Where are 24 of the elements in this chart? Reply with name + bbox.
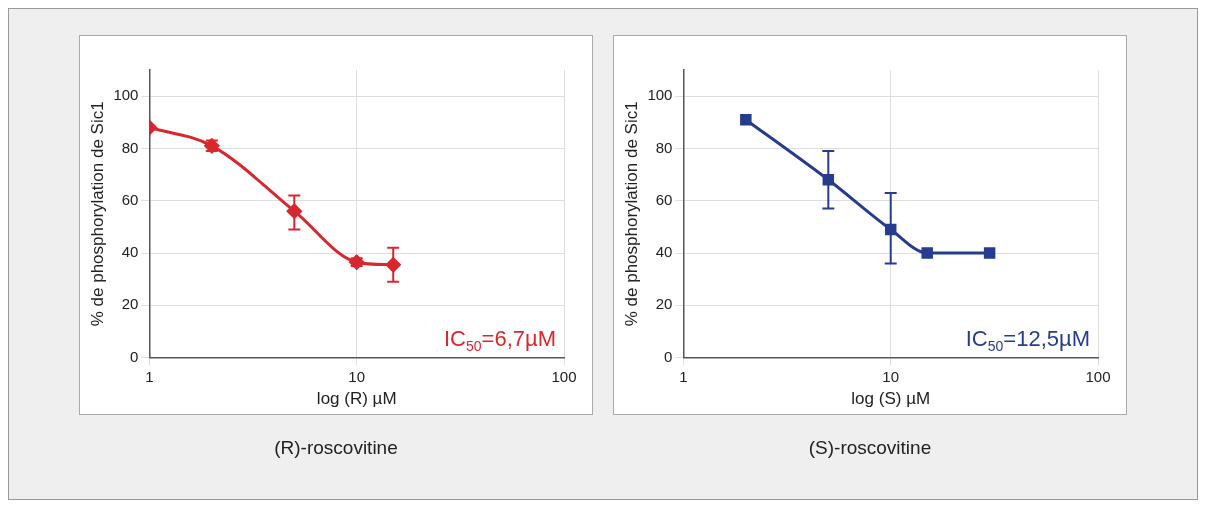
- y-tick-label: 60: [121, 190, 139, 208]
- x-tick-label: 1: [145, 367, 154, 385]
- text: (R)-roscovitine: [274, 437, 398, 459]
- x-axis-title: log (S) µM: [851, 389, 931, 409]
- y-tick-label: 100: [647, 86, 673, 104]
- x-tick-label: 100: [1085, 367, 1111, 385]
- y-tick-label: 20: [655, 295, 673, 313]
- y-tick-label: 0: [130, 347, 139, 365]
- y-tick-label: 0: [664, 347, 673, 365]
- y-tick-label: 40: [121, 243, 139, 261]
- x-tick-label: 10: [348, 367, 366, 385]
- text: (S)-roscovitine: [808, 437, 932, 459]
- y-tick-label: 60: [655, 190, 673, 208]
- y-tick-label: 40: [655, 243, 673, 261]
- y-tick-label: 100: [113, 86, 139, 104]
- y-tick-label: 20: [121, 295, 139, 313]
- x-axis-title: log (R) µM: [316, 389, 397, 409]
- x-tick-label: 100: [551, 367, 577, 385]
- y-axis-title: % de phosphorylation de Sic1: [621, 101, 641, 327]
- y-tick-label: 80: [121, 138, 139, 156]
- x-tick-label: 1: [679, 367, 688, 385]
- x-tick-label: 10: [882, 367, 900, 385]
- y-tick-label: 80: [655, 138, 673, 156]
- y-axis-title: % de phosphorylation de Sic1: [87, 101, 107, 327]
